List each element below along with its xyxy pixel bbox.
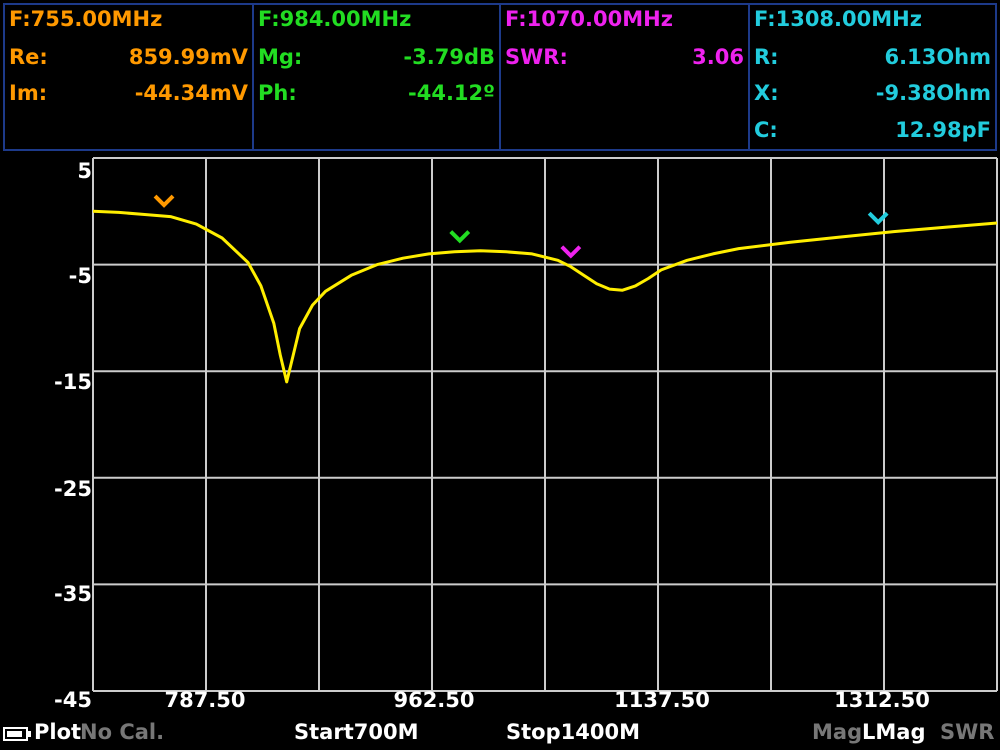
marker2-mg-row: Mg: -3.79dB <box>258 45 495 75</box>
marker1-im-label: Im: <box>9 81 48 105</box>
plot-mode-label[interactable]: Plot <box>34 720 82 744</box>
marker4-x-row: X: -9.38Ohm <box>754 81 991 111</box>
marker1-panel: F:755.00MHz Re: 859.99mV Im: -44.34mV <box>3 3 254 151</box>
marker4-frequency: F:1308.00MHz <box>754 7 922 31</box>
lmag-mode[interactable]: LMag <box>862 720 926 744</box>
marker-chevron-icon[interactable] <box>153 194 175 208</box>
marker2-ph-value: -44.12º <box>408 81 495 105</box>
marker1-im-value: -44.34mV <box>134 81 248 105</box>
marker-chevron-icon[interactable] <box>867 211 889 225</box>
marker-chevron-icon[interactable] <box>560 245 582 259</box>
marker4-panel: F:1308.00MHz R: 6.13Ohm X: -9.38Ohm C: 1… <box>748 3 997 151</box>
start-frequency[interactable]: Start700M <box>294 720 419 744</box>
battery-tip <box>28 731 31 737</box>
marker3-swr-row: SWR: 3.06 <box>505 45 744 75</box>
x-tick-label: 962.50 <box>393 688 475 712</box>
marker4-r-label: R: <box>754 45 779 69</box>
marker3-swr-label: SWR: <box>505 45 568 69</box>
marker1-re-row: Re: 859.99mV <box>9 45 248 75</box>
y-tick-label: -45 <box>54 688 92 712</box>
marker3-panel: F:1070.00MHz SWR: 3.06 <box>499 3 750 151</box>
swr-mode[interactable]: SWR <box>940 720 995 744</box>
marker4-r-row: R: 6.13Ohm <box>754 45 991 75</box>
battery-icon <box>3 727 28 741</box>
sweep-plot[interactable] <box>0 150 1000 695</box>
marker1-re-label: Re: <box>9 45 48 69</box>
x-tick-label: 787.50 <box>164 688 246 712</box>
marker1-re-value: 859.99mV <box>128 45 248 69</box>
marker4-x-label: X: <box>754 81 779 105</box>
plot-grid <box>92 157 998 692</box>
marker2-ph-label: Ph: <box>258 81 297 105</box>
calibration-status[interactable]: No Cal. <box>80 720 165 744</box>
y-tick-label: -5 <box>68 264 92 288</box>
mag-mode[interactable]: Mag <box>812 720 863 744</box>
marker3-frequency: F:1070.00MHz <box>505 7 673 31</box>
marker1-im-row: Im: -44.34mV <box>9 81 248 111</box>
marker4-c-label: C: <box>754 118 778 142</box>
marker3-swr-value: 3.06 <box>692 45 744 69</box>
marker4-x-value: -9.38Ohm <box>875 81 991 105</box>
y-tick-label: 5 <box>77 159 92 183</box>
trace-line <box>92 209 998 384</box>
marker2-mg-label: Mg: <box>258 45 303 69</box>
marker4-c-value: 12.98pF <box>895 118 991 142</box>
marker2-frequency: F:984.00MHz <box>258 7 412 31</box>
stop-frequency[interactable]: Stop1400M <box>506 720 640 744</box>
marker2-ph-row: Ph: -44.12º <box>258 81 495 111</box>
y-tick-label: -35 <box>54 582 92 606</box>
marker4-r-value: 6.13Ohm <box>884 45 992 69</box>
marker4-c-row: C: 12.98pF <box>754 118 991 148</box>
marker1-frequency: F:755.00MHz <box>9 7 163 31</box>
marker-chevron-icon[interactable] <box>449 230 471 244</box>
y-tick-label: -15 <box>54 370 92 394</box>
x-tick-label: 1137.50 <box>614 688 710 712</box>
y-tick-label: -25 <box>54 477 92 501</box>
marker2-mg-value: -3.79dB <box>403 45 495 69</box>
marker2-panel: F:984.00MHz Mg: -3.79dB Ph: -44.12º <box>252 3 501 151</box>
marker-glyphs <box>153 194 889 259</box>
x-tick-label: 1312.50 <box>834 688 930 712</box>
